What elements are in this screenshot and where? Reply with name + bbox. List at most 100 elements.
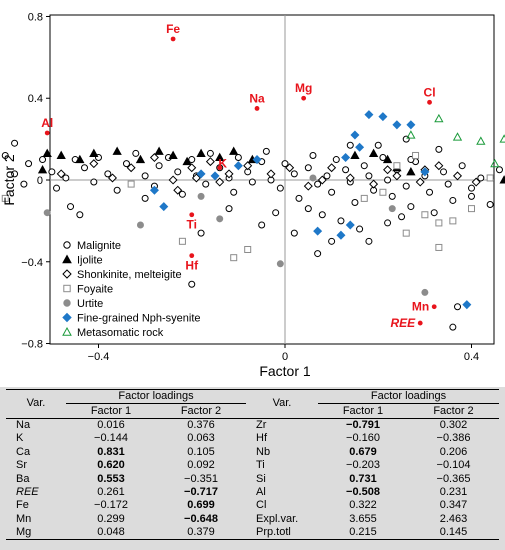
point-malignite [458,162,466,170]
factor-scatter-plot: −0.8−0.400.40.80.80.40−0.4−0.8 FeZrAlNaM… [1,11,505,379]
point-fine-grained-nph-syenite [210,171,220,181]
table-cell-r: Hf [256,432,267,445]
point-malignite [402,135,410,143]
point-malignite [141,172,149,180]
point-foyaite [435,243,443,251]
point-malignite [197,229,205,237]
point-malignite [113,186,121,194]
table-row: Sr 0.620 0.092 Ti −0.203 −0.104 [6,459,499,472]
point-foyaite [412,151,420,159]
table-row: Na 0.016 0.376 Zr −0.791 0.302 [6,418,499,432]
point-shonkinite-melteigite [205,157,215,167]
point-malignite [262,147,270,155]
table-cell-r2: −0.386 [436,432,471,445]
point-malignite [276,184,284,192]
point-urtite [136,221,144,229]
point-shonkinite-melteigite [56,169,66,179]
point-shonkinite-melteigite [392,171,402,181]
table-cell-r2: 0.302 [439,418,468,431]
point-malignite [53,184,61,192]
loading-point-hf [189,253,195,259]
point-malignite [435,145,443,153]
loading-point-al [44,130,50,136]
loading-label-mg: Mg [295,81,312,95]
table-cell-l1: 0.261 [97,485,125,498]
legend-label: Ijolite [77,255,103,267]
legend-marker [62,269,72,279]
point-fine-grained-nph-syenite [355,142,365,152]
point-fine-grained-nph-syenite [233,161,243,171]
point-foyaite [402,229,410,237]
y-axis-label: Factor 2 [1,154,17,206]
point-foyaite [1,194,9,202]
legend-label: Metasomatic rock [77,327,164,339]
point-foyaite [178,237,186,245]
table-row: Fe −0.172 0.699 Cl 0.322 0.347 [6,499,499,512]
table-cell-r2: 0.347 [439,499,468,512]
table-cell-l1: 0.048 [66,525,156,541]
x-tick-label: 0.4 [464,351,479,363]
y-tick-label: 0 [37,175,43,187]
point-malignite [76,211,84,219]
point-foyaite [244,245,252,253]
legend-marker [63,299,71,307]
table-row: K −0.144 0.063 Hf −0.160 −0.386 [6,432,499,445]
point-ijolite [112,146,122,155]
table-cell-r1: −0.508 [346,485,380,498]
point-malignite [62,174,70,182]
point-malignite [440,168,448,176]
factor2-header-left: Factor 2 [156,403,246,419]
point-ijolite [382,154,393,164]
point-fine-grained-nph-syenite [462,300,472,310]
point-shonkinite-melteigite [224,169,234,179]
table-cell-r1: 0.679 [349,445,377,458]
plot-area: −0.8−0.400.40.80.80.40−0.4−0.8 [21,11,495,363]
table-cell-l: K [16,432,24,445]
point-malignite [365,237,373,245]
point-ijolite [196,148,206,157]
table-cell-r1: −0.203 [346,459,380,472]
point-shonkinite-melteigite [126,163,136,173]
point-ijolite [406,166,416,176]
point-foyaite [230,254,238,262]
point-malignite [11,139,19,147]
point-ijolite [75,154,85,164]
point-malignite [384,176,392,184]
table-cell-l: REE [16,485,39,498]
point-metasomatic-rock [499,134,505,143]
point-malignite [48,168,56,176]
table-cell-r2: 0.145 [408,525,499,541]
point-malignite [132,149,140,157]
point-malignite [337,217,345,225]
table-cell-l1: −0.172 [94,499,128,512]
point-shonkinite-melteigite [327,163,337,173]
table-cell-r: Nb [256,445,271,458]
point-fine-grained-nph-syenite [159,202,169,212]
point-malignite [67,203,75,211]
point-malignite [323,172,331,180]
factor1-header-left: Factor 1 [66,403,156,419]
point-malignite [39,156,47,164]
point-malignite [468,184,475,192]
loading-point-mg [301,95,307,101]
point-malignite [314,250,322,258]
point-shonkinite-melteigite [149,153,159,163]
point-malignite [426,188,434,196]
point-malignite [304,164,312,172]
table-cell-l1: 0.016 [97,418,125,431]
table-cell-r: Si [256,472,266,485]
factor-loadings-header-right: Factor loadings [318,388,499,405]
point-shonkinite-melteigite [266,169,276,179]
point-malignite [258,221,266,229]
point-foyaite [421,211,429,219]
point-foyaite [127,180,135,188]
table-cell-l: Mn [16,512,32,525]
point-malignite [290,229,298,237]
point-malignite [11,170,19,178]
point-metasomatic-rock [406,130,416,139]
point-fine-grained-nph-syenite [350,130,360,140]
point-shonkinite-melteigite [415,177,425,187]
point-fine-grained-nph-syenite [364,110,374,120]
table-row: Ba 0.553 −0.351 Si 0.731 −0.365 [6,472,499,485]
point-malignite [328,188,336,196]
